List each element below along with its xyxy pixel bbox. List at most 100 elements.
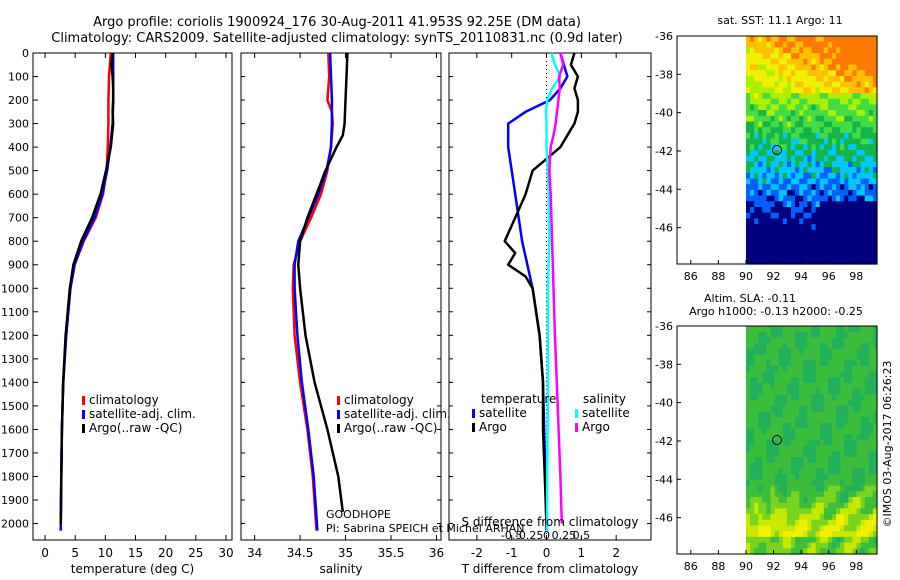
- sst-cell: [811, 70, 817, 77]
- sla-cell: [864, 451, 870, 458]
- sst-cell: [762, 184, 768, 191]
- sst-cell: [811, 150, 817, 157]
- sst-cell: [831, 121, 837, 128]
- sst-cell: [807, 127, 813, 134]
- sst-cell: [811, 87, 817, 94]
- sla-cell: [823, 531, 829, 538]
- sst-cell: [868, 241, 874, 248]
- sst-cell: [860, 41, 866, 48]
- sst-cell: [852, 93, 858, 100]
- sst-cell: [864, 241, 870, 248]
- sla-cell: [840, 457, 845, 464]
- sla-cell: [799, 525, 804, 532]
- sst-cell: [868, 110, 874, 117]
- sst-cell: [868, 87, 874, 94]
- sst-cell: [758, 241, 763, 248]
- sst-cell: [811, 75, 817, 83]
- sla-cell: [782, 542, 788, 549]
- sst-cell: [844, 144, 849, 151]
- sla-cell: [852, 417, 858, 424]
- sla-cell: [815, 371, 821, 378]
- sst-frame: [676, 35, 878, 265]
- sst-cell: [836, 81, 841, 88]
- sst-cell: [852, 241, 858, 248]
- sst-cell: [778, 252, 784, 259]
- sla-cell: [782, 502, 788, 509]
- sst-cell: [836, 115, 841, 123]
- sla-cell: [807, 497, 813, 504]
- sst-cell: [778, 98, 784, 105]
- diff-legend-temp-label: Argo: [479, 420, 507, 434]
- sst-cell: [807, 189, 813, 197]
- sla-cell: [872, 519, 878, 527]
- sst-cell: [831, 201, 837, 208]
- sla-cell: [856, 400, 862, 407]
- sla-cell: [803, 542, 808, 549]
- sst-cell: [791, 207, 796, 214]
- sst-cell: [815, 36, 821, 43]
- sst-cell: [819, 207, 825, 214]
- sla-ytick-label: -38: [655, 358, 673, 371]
- sla-cell: [758, 365, 763, 373]
- sst-cell: [872, 235, 878, 242]
- sla-cell: [848, 502, 854, 509]
- sla-cell: [762, 394, 768, 401]
- sla-cell: [823, 331, 829, 338]
- sst-cell: [758, 207, 763, 214]
- sst-cell: [778, 241, 784, 248]
- sst-cell: [827, 127, 833, 134]
- sst-cell: [844, 47, 849, 54]
- sst-cell: [836, 53, 841, 60]
- sla-cell: [815, 536, 821, 544]
- sla-cell: [872, 417, 878, 424]
- sst-cell: [795, 246, 800, 254]
- sst-cell: [778, 150, 784, 157]
- sla-cell: [827, 337, 833, 344]
- sla-cell: [778, 508, 784, 515]
- sst-cell: [799, 161, 804, 168]
- sst-cell: [860, 241, 866, 248]
- sla-cell: [840, 411, 845, 418]
- sla-cell: [848, 411, 854, 418]
- sst-cell: [864, 224, 870, 231]
- sla-cell: [770, 383, 776, 390]
- sst-cell: [811, 132, 817, 140]
- sla-cell: [860, 440, 866, 447]
- sla-cell: [786, 457, 792, 464]
- sst-cell: [864, 189, 870, 197]
- sla-cell: [803, 371, 808, 378]
- sla-cell: [799, 445, 804, 452]
- sst-cell: [872, 201, 878, 208]
- sst-cell: [791, 212, 796, 219]
- sst-cell: [754, 167, 759, 174]
- sla-cell: [778, 388, 784, 395]
- sst-cell: [815, 252, 821, 259]
- sst-cell: [766, 81, 772, 88]
- sst-cell: [778, 87, 784, 94]
- sst-cell: [836, 235, 841, 242]
- sst-cell: [823, 87, 829, 94]
- sst-cell: [864, 81, 870, 88]
- sst-cell: [782, 161, 788, 168]
- sla-cell: [840, 519, 845, 527]
- sst-cell: [774, 110, 780, 117]
- sla-cell: [811, 457, 817, 464]
- sla-cell: [762, 497, 768, 504]
- sla-cell: [791, 422, 796, 430]
- sla-cell: [840, 514, 845, 521]
- sla-cell: [827, 479, 833, 487]
- sst-cell: [852, 115, 858, 123]
- sst-cell: [782, 229, 788, 237]
- sla-cell: [770, 348, 776, 356]
- sst-cell: [840, 138, 845, 145]
- sla-cell: [745, 365, 751, 373]
- sla-cell: [844, 468, 849, 475]
- sla-cell: [811, 514, 817, 521]
- sla-cell: [836, 348, 841, 356]
- sst-cell: [754, 178, 759, 185]
- sla-cell: [823, 462, 829, 470]
- sst-cell: [795, 87, 800, 94]
- sst-cell: [791, 241, 796, 248]
- sst-cell: [823, 195, 829, 202]
- sst-cell: [860, 150, 866, 157]
